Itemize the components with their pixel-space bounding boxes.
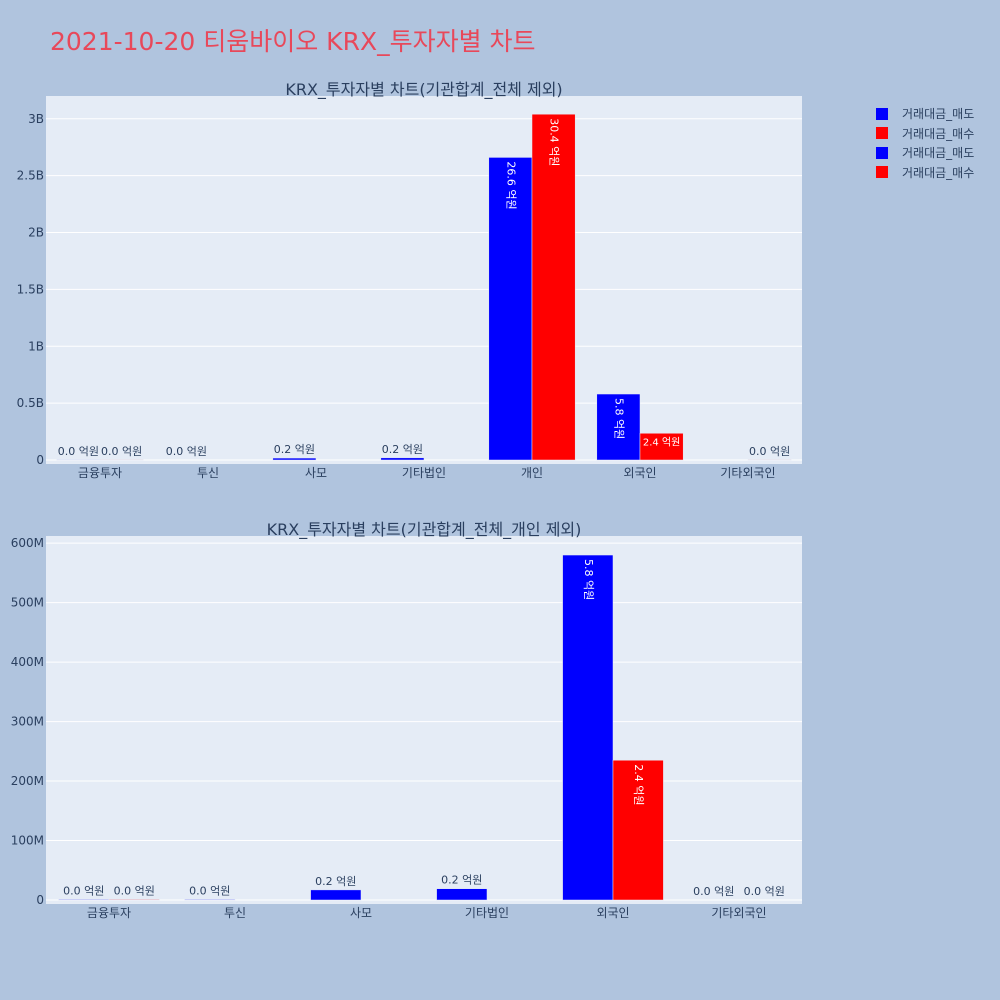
y-tick-label: 2.5B [17,169,44,183]
bar [596,393,641,461]
y-tick-label: 0 [36,453,44,467]
x-tick-label: 기타법인 [465,906,509,920]
x-tick-label: 외국인 [596,906,629,920]
x-tick-label: 개인 [521,466,543,480]
data-label: 5.8 억원 [612,398,625,439]
x-tick-label: 외국인 [623,466,656,480]
data-label: 2.4 억원 [643,436,680,448]
data-label: 0.0 억원 [58,445,99,458]
data-label: 0.0 억원 [63,884,104,897]
legend-swatch [876,146,888,159]
chart-title: KRX_투자자별 차트(기관합계_전체_개인 제외) [267,520,582,540]
x-tick-label: 금융투자 [87,906,131,920]
plot-area [46,96,802,464]
y-tick-label: 600M [11,536,44,550]
y-tick-label: 400M [11,655,44,669]
legend-label: 거래대금_매수 [902,126,975,141]
bar [380,457,425,461]
legend-swatch [876,127,888,140]
bar [562,554,614,901]
x-tick-label: 투신 [224,906,246,920]
legend-item[interactable]: 거래대금_매도 [876,143,974,163]
page-title: 2021-10-20 티움바이오 KRX_투자자별 차트 [50,27,536,56]
bar [184,899,236,901]
bar [272,457,317,461]
data-label: 5.8 억원 [582,559,595,600]
legend-label: 거래대금_매도 [902,146,975,161]
data-label: 2.4 억원 [632,764,645,805]
x-tick-label: 기타외국인 [711,906,766,920]
y-tick-label: 3B [28,112,44,126]
x-tick-label: 기타외국인 [720,466,775,480]
bar [612,759,664,901]
legend-swatch [876,166,888,179]
x-tick-label: 사모 [305,466,327,480]
bar [58,899,110,901]
legend[interactable]: 거래대금_매도 거래대금_매수 거래대금_매도 거래대금_매수 [876,104,974,182]
y-tick-label: 100M [11,834,44,848]
y-tick-label: 500M [11,596,44,610]
data-label: 0.2 억원 [441,874,482,887]
y-tick-label: 2B [28,226,44,240]
data-label: 0.2 억원 [315,875,356,888]
bar [639,433,684,461]
data-label: 0.0 억원 [189,884,230,897]
data-label: 0.0 억원 [693,885,734,898]
legend-item[interactable]: 거래대금_매수 [876,124,974,144]
data-label: 0.0 억원 [749,445,790,458]
legend-label: 거래대금_매도 [902,107,975,122]
legend-item[interactable]: 거래대금_매수 [876,163,974,183]
data-label: 26.6 억원 [504,161,517,209]
x-tick-label: 금융투자 [78,466,122,480]
bar [436,888,488,901]
y-tick-label: 300M [11,715,44,729]
y-tick-label: 1B [28,339,44,353]
data-label: 0.0 억원 [101,445,142,458]
data-label: 30.4 억원 [548,118,561,166]
legend-label: 거래대금_매수 [902,165,975,180]
data-label: 0.0 억원 [744,885,785,898]
y-tick-label: 0 [36,893,44,907]
chart-title: KRX_투자자별 차트(기관합계_전체 제외) [285,80,562,100]
data-label: 0.0 억원 [166,445,207,458]
y-tick-label: 0.5B [17,396,44,410]
legend-item[interactable]: 거래대금_매도 [876,104,974,124]
data-label: 0.2 억원 [382,443,423,456]
x-tick-label: 투신 [197,466,219,480]
bar [108,899,160,901]
data-label: 0.2 억원 [274,443,315,456]
x-tick-label: 사모 [350,906,372,920]
bar [488,157,533,461]
plot-area [46,536,802,904]
bar [310,889,362,901]
x-tick-label: 기타법인 [402,466,446,480]
y-tick-label: 1.5B [17,282,44,296]
bar [531,113,576,461]
y-tick-label: 200M [11,774,44,788]
legend-swatch [876,107,888,120]
data-label: 0.0 억원 [114,884,155,897]
